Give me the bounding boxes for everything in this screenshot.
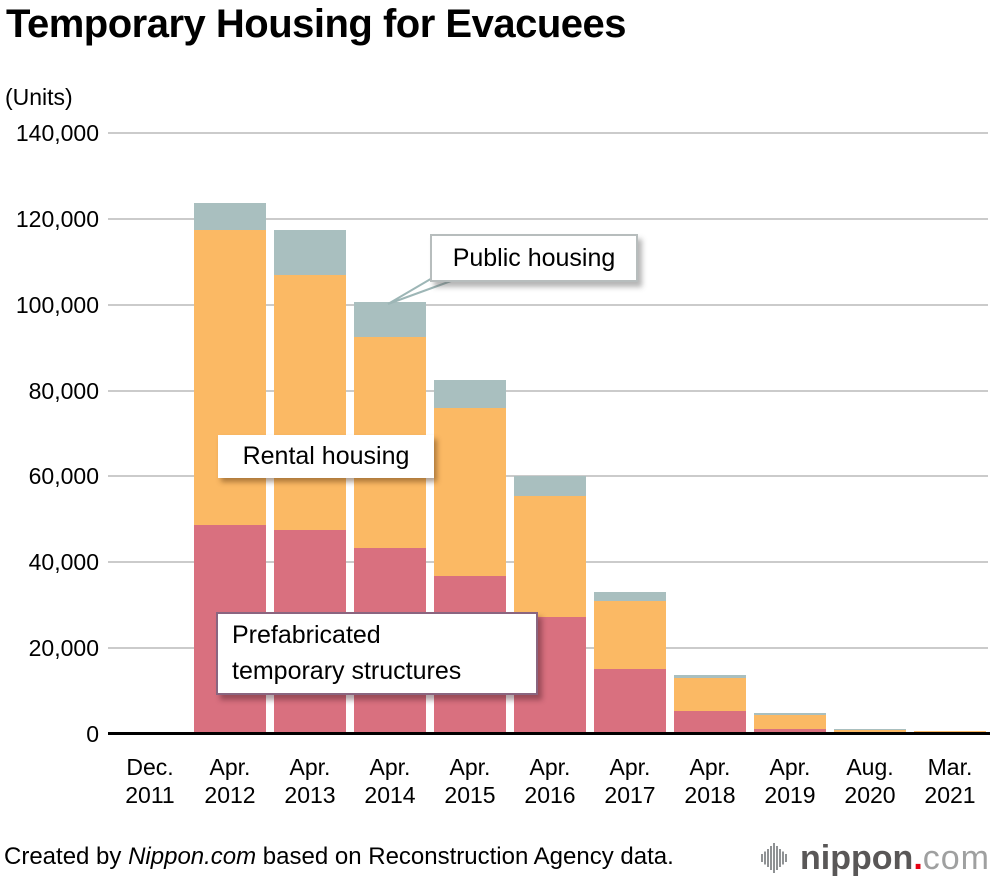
- legend-label-rental-housing: Rental housing: [218, 435, 434, 478]
- gridline: [108, 132, 988, 134]
- bar-segment-rental-2019: [754, 714, 826, 730]
- bar-segment-rental-2016: [514, 496, 586, 618]
- x-tick-year: 2019: [764, 782, 816, 808]
- nippon-logo-text: nippon.com: [800, 838, 990, 878]
- x-tick-label: Apr. 2014: [350, 753, 430, 809]
- x-tick-month: Apr.: [449, 754, 491, 780]
- legend-label-prefab-line1: Prefabricated: [232, 621, 381, 649]
- y-tick-label: 0: [86, 721, 99, 747]
- x-tick-label: Apr. 2012: [190, 753, 270, 809]
- bar-segment-rental-2012: [194, 230, 266, 525]
- logo-dot: .: [913, 839, 923, 877]
- x-tick-year: 2020: [844, 782, 896, 808]
- legend-label-public-housing-text: Public housing: [452, 244, 616, 272]
- x-tick-month: Apr.: [769, 754, 811, 780]
- x-tick-month: Apr.: [529, 754, 571, 780]
- nippon-logo-mark-icon: [761, 843, 788, 873]
- x-tick-month: Mar.: [927, 754, 973, 780]
- gridline: [108, 303, 988, 306]
- source-credit: Created by Nippon.com based on Reconstru…: [4, 843, 674, 871]
- legend-label-rental-housing-text: Rental housing: [242, 442, 410, 470]
- bar-segment-rental-2015: [434, 407, 506, 576]
- x-tick-label: Apr. 2015: [430, 753, 510, 809]
- bar-segment-public-2013: [274, 230, 346, 275]
- x-tick-month: Apr.: [289, 754, 331, 780]
- bar-segment-prefabricated-2017: [594, 669, 666, 734]
- credit-suffix: based on Reconstruction Agency data.: [256, 843, 674, 870]
- bar-segment-prefabricated-2019: [754, 729, 826, 734]
- x-tick-label: Aug. 2020: [830, 753, 910, 809]
- y-tick-label: 100,000: [15, 291, 99, 318]
- bar-segment-public-2018: [674, 674, 746, 679]
- x-axis-line: [108, 732, 990, 735]
- logo-tld: com: [922, 839, 990, 877]
- y-axis-units-label: (Units): [5, 84, 73, 110]
- bar-segment-public-2015: [434, 379, 506, 408]
- chart-title: Temporary Housing for Evacuees: [6, 2, 627, 46]
- bar-segment-rental-2018: [674, 678, 746, 711]
- y-tick-label: 40,000: [28, 549, 99, 576]
- x-tick-label: Apr. 2017: [590, 753, 670, 809]
- y-tick-label: 60,000: [28, 463, 99, 490]
- y-tick-label: 120,000: [15, 205, 99, 232]
- x-tick-year: 2021: [924, 782, 976, 808]
- y-tick-label: 80,000: [28, 377, 99, 404]
- x-tick-month: Dec.: [126, 754, 174, 780]
- legend-label-prefab-line2: temporary structures: [232, 657, 462, 685]
- x-tick-label: Apr. 2016: [510, 753, 590, 809]
- x-tick-label: Mar. 2021: [910, 753, 990, 809]
- bar-segment-rental-2020: [834, 729, 906, 734]
- credit-prefix: Created by: [4, 843, 129, 870]
- x-tick-year: 2014: [364, 782, 416, 808]
- legend-label-public-housing: Public housing: [430, 234, 638, 282]
- bar-segment-public-2014: [354, 301, 426, 338]
- y-tick-label: 20,000: [28, 635, 99, 662]
- x-tick-month: Apr.: [369, 754, 411, 780]
- bar-segment-public-2012: [194, 202, 266, 231]
- legend-label-prefab-structures: Prefabricated temporary structures: [216, 612, 538, 695]
- x-tick-label: Dec. 2011: [110, 753, 190, 809]
- x-tick-month: Apr.: [209, 754, 251, 780]
- x-tick-month: Aug.: [846, 754, 894, 780]
- bar-segment-public-2017: [594, 592, 666, 602]
- gridline: [108, 389, 988, 392]
- bar-segment-public-2016: [514, 475, 586, 497]
- x-tick-label: Apr. 2019: [750, 753, 830, 809]
- x-tick-label: Apr. 2013: [270, 753, 350, 809]
- x-tick-year: 2016: [524, 782, 576, 808]
- x-tick-month: Apr.: [609, 754, 651, 780]
- x-tick-year: 2015: [444, 782, 496, 808]
- bar-segment-rental-2017: [594, 601, 666, 670]
- gridline: [108, 217, 988, 220]
- bar-segment-prefabricated-2018: [674, 710, 746, 734]
- y-tick-label: 140,000: [15, 120, 99, 146]
- x-tick-month: Apr.: [689, 754, 731, 780]
- logo-word: nippon: [800, 839, 914, 877]
- x-tick-year: 2012: [204, 782, 256, 808]
- bar-segment-public-2019: [754, 712, 826, 715]
- bar-segment-rental-2013: [274, 274, 346, 530]
- x-tick-year: 2013: [284, 782, 336, 808]
- x-tick-year: 2017: [604, 782, 656, 808]
- x-tick-year: 2018: [684, 782, 736, 808]
- x-tick-label: Apr. 2018: [670, 753, 750, 809]
- credit-source-name: Nippon.com: [128, 843, 257, 870]
- nippon-logo: nippon.com: [761, 838, 990, 878]
- x-tick-year: 2011: [125, 782, 175, 808]
